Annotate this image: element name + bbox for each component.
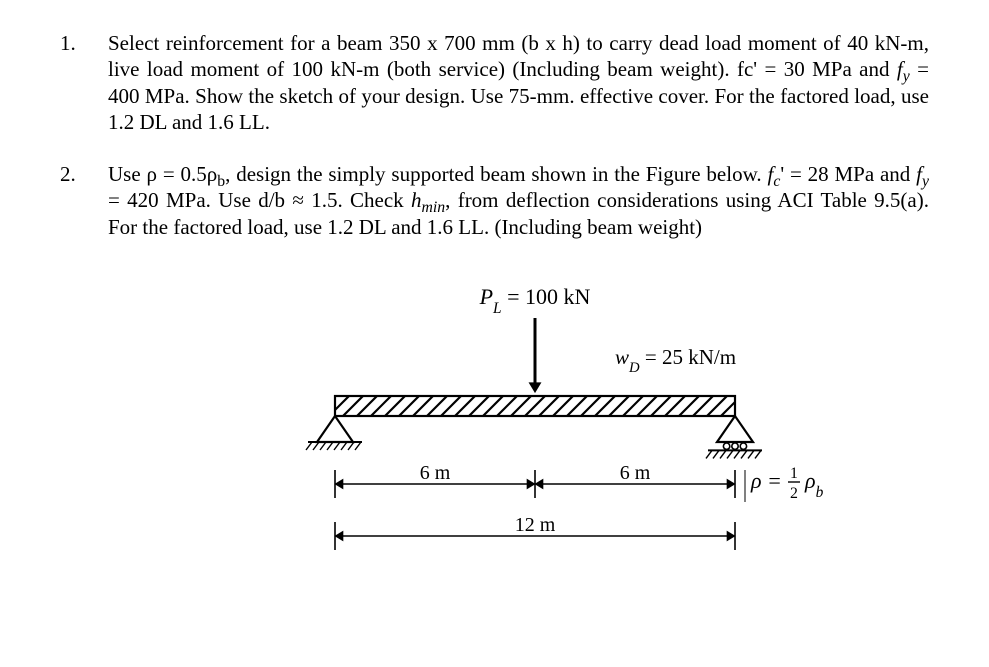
svg-text:PL = 100 kN: PL = 100 kN (478, 284, 590, 317)
beam-diagram: PL = 100 kN wD = 25 kN/m 6 m 6 m 12 m ρ = 1 2ρ… (275, 266, 835, 586)
svg-text:wD = 25 kN/m: wD = 25 kN/m (615, 345, 736, 376)
figure-wrap: PL = 100 kN wD = 25 kN/m 6 m 6 m 12 m ρ = 1 2ρ… (60, 266, 989, 586)
svg-text:ρ =: ρ = (750, 468, 782, 493)
svg-text:2: 2 (790, 485, 798, 502)
svg-text:1: 1 (790, 465, 798, 482)
svg-text:6 m: 6 m (619, 462, 650, 484)
problem-1: 1. Select reinforcement for a beam 350 x… (60, 30, 929, 135)
svg-text:12 m: 12 m (514, 514, 555, 536)
svg-text:ρb: ρb (804, 468, 824, 501)
problem-2-text: Use ρ = 0.5ρb, design the simply support… (108, 161, 929, 240)
problem-2: 2. Use ρ = 0.5ρb, design the simply supp… (60, 161, 929, 240)
problem-2-number: 2. (60, 161, 108, 240)
page: 1. Select reinforcement for a beam 350 x… (0, 0, 989, 667)
problem-1-text: Select reinforcement for a beam 350 x 70… (108, 30, 929, 135)
problem-1-number: 1. (60, 30, 108, 135)
svg-text:6 m: 6 m (419, 462, 450, 484)
